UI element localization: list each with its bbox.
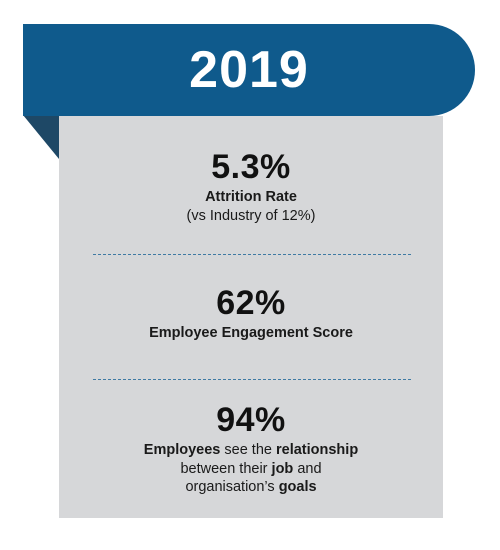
engagement-label: Employee Engagement Score [59, 324, 443, 343]
year-banner: 2019 [23, 24, 475, 116]
alignment-label-goals: goals [278, 479, 317, 496]
alignment-label-job: job [271, 460, 294, 477]
attrition-label-note: (vs Industry of 12%) [186, 207, 316, 224]
divider [93, 379, 411, 380]
alignment-stat: 94% Employees see the relationship betwe… [59, 403, 443, 497]
alignment-label: Employees see the relationship between t… [59, 441, 443, 497]
divider [93, 254, 411, 255]
alignment-value: 94% [216, 401, 286, 439]
engagement-label-title: Employee Engagement Score [149, 325, 353, 341]
attrition-value: 5.3% [211, 148, 291, 186]
attrition-label-title: Attrition Rate [205, 189, 297, 205]
banner-fold [23, 115, 59, 159]
engagement-value: 62% [216, 284, 286, 322]
attrition-stat: 5.3% Attrition Rate (vs Industry of 12%) [59, 150, 443, 225]
alignment-label-text: organisation’s [185, 479, 279, 496]
year-title: 2019 [189, 41, 309, 99]
alignment-label-text: and [293, 460, 322, 477]
engagement-stat: 62% Employee Engagement Score [59, 286, 443, 343]
alignment-label-relationship: relationship [276, 442, 359, 458]
alignment-label-employees: Employees [143, 442, 221, 458]
stats-card: 5.3% Attrition Rate (vs Industry of 12%)… [59, 116, 443, 518]
attrition-label: Attrition Rate (vs Industry of 12%) [59, 188, 443, 225]
alignment-label-text: see the [220, 442, 276, 458]
alignment-label-text: between their [180, 460, 272, 477]
